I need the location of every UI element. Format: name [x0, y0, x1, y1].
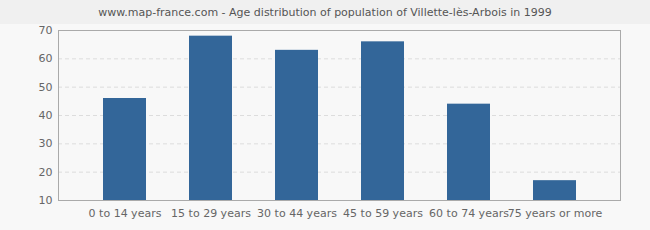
html-text:www.map-france.com - Age distr: www.map-france.com - Age distribution of… — [98, 6, 552, 19]
svg-text:20: 20 — [39, 166, 53, 179]
svg-text:10: 10 — [39, 194, 53, 207]
svg-text:70: 70 — [39, 24, 53, 37]
svg-text:50: 50 — [39, 81, 53, 94]
svg-text:30 to 44 years: 30 to 44 years — [257, 207, 337, 220]
svg-text:60 to 74 years: 60 to 74 years — [429, 207, 509, 220]
svg-text:40: 40 — [39, 109, 53, 122]
svg-text:60: 60 — [39, 52, 53, 65]
svg-text:75 years or more: 75 years or more — [508, 207, 603, 220]
svg-text:30: 30 — [39, 137, 53, 150]
svg-text:15 to 29 years: 15 to 29 years — [171, 207, 251, 220]
svg-text:0 to 14 years: 0 to 14 years — [89, 207, 162, 220]
svg-text:45 to 59 years: 45 to 59 years — [343, 207, 423, 220]
